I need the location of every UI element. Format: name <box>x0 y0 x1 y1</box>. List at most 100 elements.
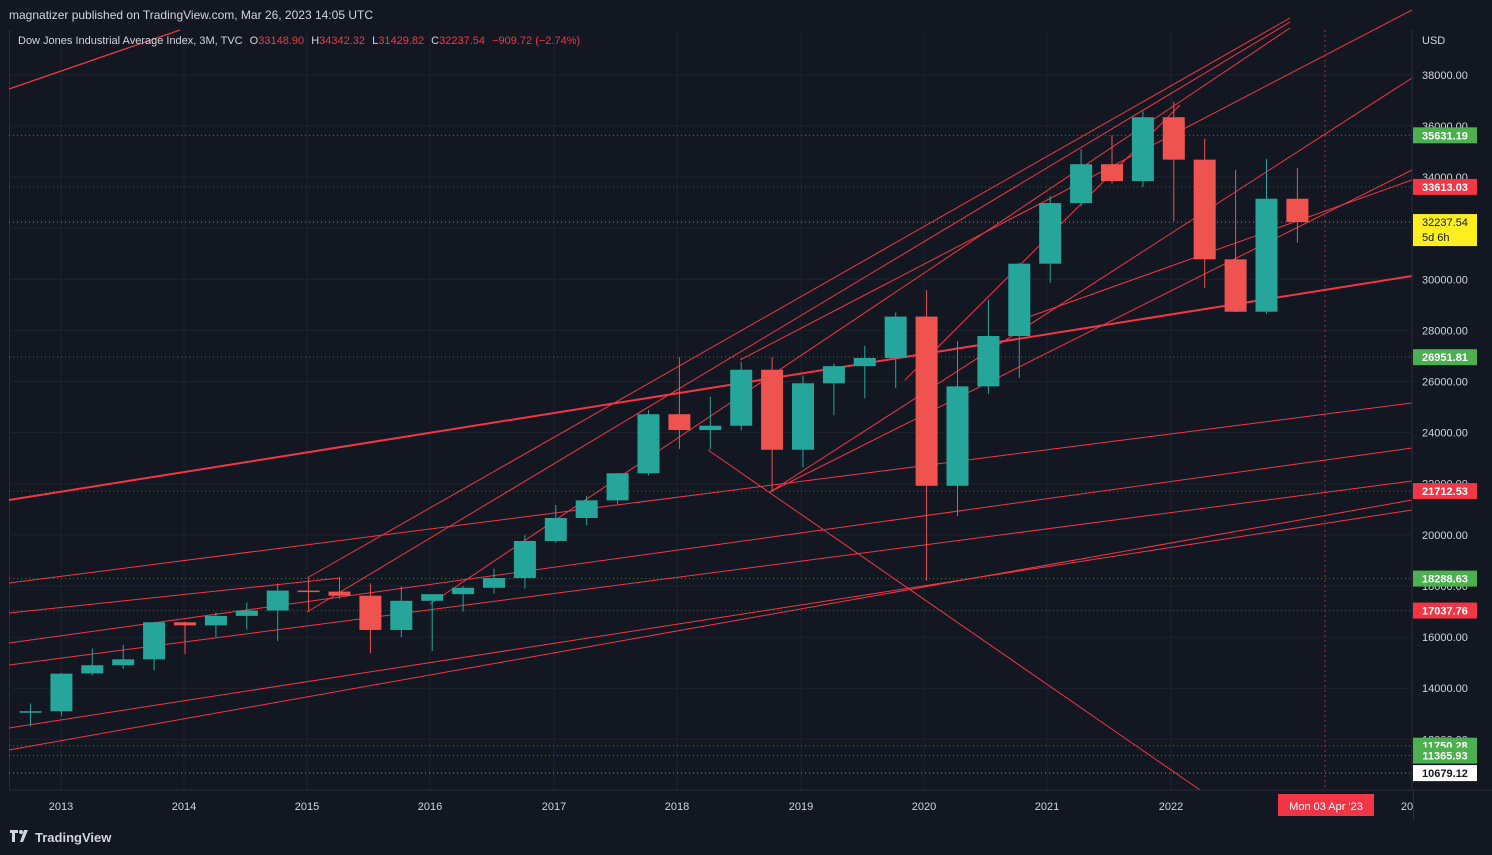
date-cursor-badge: Mon 03 Apr '23 <box>1278 794 1374 816</box>
candle <box>297 578 320 612</box>
trendline <box>769 169 1413 493</box>
candle <box>946 341 969 516</box>
date-cursor-bg <box>1278 794 1374 816</box>
candle-body <box>1070 164 1093 204</box>
candle-body <box>421 594 444 601</box>
price-label-badge: 26951.81 <box>1413 349 1477 366</box>
open-value: 33148.90 <box>258 35 305 47</box>
price-label-text: 18288.63 <box>1422 574 1468 586</box>
candle <box>19 703 42 727</box>
y-tick-label: 14000.00 <box>1422 683 1468 695</box>
high-value: 34342.32 <box>319 35 366 47</box>
trendline <box>8 509 1413 729</box>
candle-body <box>977 336 1000 387</box>
candle <box>977 299 1000 394</box>
axis-layer: USD12000.0014000.0016000.0018000.0020000… <box>9 30 1492 820</box>
date-cursor-text: Mon 03 Apr '23 <box>1289 801 1363 813</box>
candle-body <box>792 383 814 450</box>
candle-body <box>19 711 42 713</box>
price-label-bg <box>1413 765 1477 782</box>
candle <box>1193 138 1216 289</box>
price-label-text: 21712.53 <box>1422 486 1468 498</box>
x-tick-label: 2015 <box>295 801 319 813</box>
price-label-bg <box>1413 747 1477 764</box>
candle <box>50 672 73 717</box>
candle <box>822 363 845 416</box>
x-tick-label: 2021 <box>1035 801 1059 813</box>
candle-body <box>575 500 598 518</box>
price-label-text: 32237.54 <box>1422 217 1468 229</box>
x-tick-label: 2014 <box>172 801 196 813</box>
price-label-text: 26951.81 <box>1422 352 1468 364</box>
y-tick-label: 30000.00 <box>1422 274 1468 286</box>
price-label-text: 17037.76 <box>1422 606 1468 618</box>
x-tick-label: 2022 <box>1159 801 1183 813</box>
candle-body <box>1255 198 1278 312</box>
price-label-badge: 33613.03 <box>1413 178 1477 195</box>
candle <box>761 357 784 492</box>
trendline <box>8 29 181 90</box>
candle <box>730 361 753 431</box>
y-tick-label: 28000.00 <box>1422 325 1468 337</box>
trendline <box>707 449 1201 791</box>
low-label: L <box>372 35 379 47</box>
price-axis <box>1413 30 1492 790</box>
low-value: 31429.82 <box>378 35 425 47</box>
candle <box>1286 168 1309 243</box>
candle-body <box>1008 263 1031 337</box>
trendline <box>306 21 1291 613</box>
price-label-text: 33613.03 <box>1422 182 1468 194</box>
candle-body <box>328 591 351 596</box>
candle-body <box>853 357 876 367</box>
candle-layer <box>19 101 1309 727</box>
candle-body <box>668 414 691 431</box>
trendline <box>8 499 1413 751</box>
candle <box>853 345 876 399</box>
price-label-bg <box>1413 214 1477 247</box>
candle-body <box>544 517 567 541</box>
candle <box>544 504 567 544</box>
tradingview-brand[interactable]: TradingView <box>10 830 111 845</box>
candle-body <box>699 425 722 431</box>
candle-body <box>297 590 320 593</box>
price-label-badge: 21712.53 <box>1413 483 1477 500</box>
x-tick-label: 2019 <box>789 801 813 813</box>
candle <box>421 594 444 652</box>
trendline <box>8 447 1413 644</box>
x-tick-label: 20 <box>1401 801 1413 813</box>
candle <box>1255 158 1278 314</box>
candle-body <box>112 659 135 666</box>
candle-body <box>1101 164 1123 182</box>
candle-body <box>266 590 289 611</box>
candle-body <box>1224 259 1247 312</box>
candle-body <box>174 622 196 626</box>
candle <box>1162 101 1185 222</box>
candle <box>204 612 227 638</box>
publisher-line: magnatizer published on TradingView.com,… <box>9 8 373 22</box>
candle <box>359 583 382 654</box>
candle <box>1039 195 1062 283</box>
symbol-name: Dow Jones Industrial Average Index, 3M, … <box>18 35 243 47</box>
candle-body <box>359 595 382 630</box>
price-label-badge: 32237.54 5d 6h <box>1413 214 1477 247</box>
candle <box>235 602 258 630</box>
candle <box>1224 169 1247 312</box>
price-label-bg <box>1413 570 1477 587</box>
candle-body <box>50 673 73 712</box>
y-tick-label: 20000.00 <box>1422 530 1468 542</box>
open-label: O <box>249 35 259 47</box>
price-label-badge: 18288.63 <box>1413 570 1477 587</box>
candle-body <box>730 369 753 426</box>
candle <box>668 357 691 449</box>
tradingview-logo-icon <box>10 830 30 845</box>
countdown-label: 5d 6h <box>1422 232 1450 244</box>
candle <box>915 290 938 581</box>
candle <box>143 621 166 671</box>
candle <box>390 586 413 638</box>
price-label-bg <box>1413 483 1477 500</box>
time-axis <box>9 790 1412 820</box>
candle <box>1008 262 1031 378</box>
candle <box>1131 111 1154 187</box>
trendline <box>8 275 1413 501</box>
